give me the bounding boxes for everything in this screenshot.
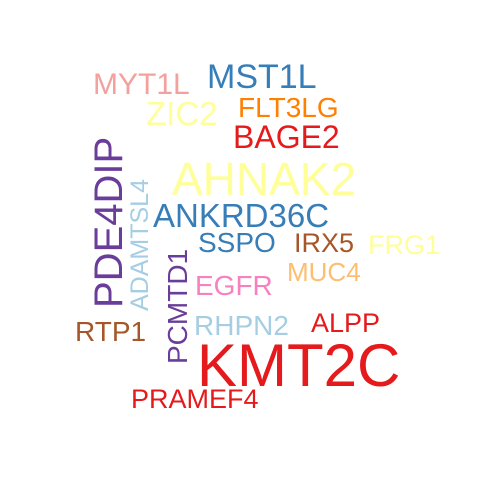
word-ahnak2: AHNAK2 <box>172 153 357 205</box>
word-adamtsl4: ADAMTSL4 <box>126 179 154 311</box>
word-rtp1: RTP1 <box>75 316 147 347</box>
word-pcmtd1: PCMTD1 <box>162 248 193 364</box>
word-egfr: EGFR <box>195 270 273 301</box>
word-mst1l: MST1L <box>207 58 317 96</box>
word-sspo: SSPO <box>198 227 276 258</box>
word-muc4: MUC4 <box>287 257 361 287</box>
word-pde4dip: PDE4DIP <box>87 136 131 308</box>
word-rhpn2: RHPN2 <box>194 310 289 341</box>
word-kmt2c: KMT2C <box>197 332 401 399</box>
word-alpp: ALPP <box>311 308 381 338</box>
word-frg1: FRG1 <box>368 230 441 260</box>
word-myt1l: MYT1L <box>93 68 190 101</box>
word-zic2: ZIC2 <box>146 95 218 132</box>
word-flt3lg: FLT3LG <box>238 92 339 123</box>
word-bage2: BAGE2 <box>233 119 340 155</box>
word-ankrd36c: ANKRD36C <box>153 197 330 234</box>
word-irx5: IRX5 <box>294 228 355 258</box>
word-pramef4: PRAMEF4 <box>131 384 259 414</box>
